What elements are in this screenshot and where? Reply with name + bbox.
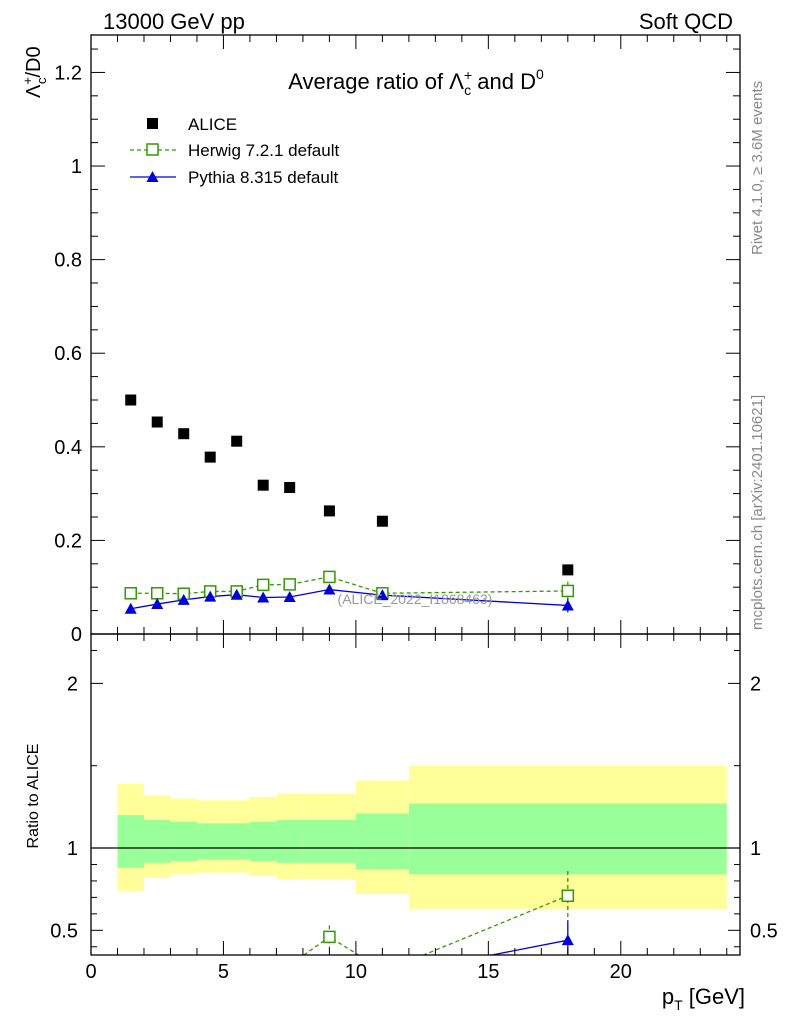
ratio-pythia-line	[488, 939, 568, 955]
legend: ALICE Herwig 7.2.1 default Pythia 8.315 …	[130, 115, 339, 187]
mcplots-side-label: mcplots.cern.ch [arXiv:2401.10621]	[749, 395, 766, 630]
plot-title-prefix: Average ratio of	[288, 69, 449, 94]
main-herwig-point	[150, 587, 164, 600]
x-label-p: p	[662, 984, 674, 1009]
legend-herwig-marker	[146, 143, 159, 156]
main-alice-point	[257, 479, 269, 491]
legend-alice-label: ALICE	[188, 115, 237, 134]
main-frame	[90, 34, 741, 635]
main-panel: 0 0.2 0.4 0.6 0.8 1 1.2	[54, 34, 741, 646]
main-alice-point	[204, 451, 216, 463]
main-pythia-point	[204, 590, 217, 602]
plot-title-d-sup: 0	[536, 66, 544, 82]
x-tick-label: 20	[610, 961, 632, 983]
x-tick-label: 5	[218, 961, 229, 983]
legend-alice-marker	[147, 118, 158, 129]
ratio-band-inner	[170, 821, 197, 862]
ratio-y-tick-label-right: 2	[750, 673, 761, 695]
x-label-sub: T	[674, 997, 683, 1013]
x-label-rest: [GeV]	[683, 984, 745, 1009]
main-y-tick-label: 0.4	[54, 437, 82, 459]
x-axis-label: pT [GeV]	[662, 984, 745, 1013]
main-alice-point	[231, 435, 243, 447]
ratio-band-inner	[117, 815, 144, 868]
rivet-side-label: Rivet 4.1.0, ≥ 3.6M events	[749, 81, 766, 255]
main-y-label-sub: c	[34, 77, 49, 84]
main-pythia-point	[257, 591, 270, 603]
x-tick-label: 0	[85, 961, 96, 983]
main-y-axis-label: Λ+c/D0	[20, 46, 49, 98]
ratio-band-inner	[196, 823, 224, 860]
x-tick-label: 10	[345, 961, 367, 983]
main-pythia-point	[230, 588, 243, 600]
ratio-y-tick-label-right: 0.5	[750, 920, 778, 942]
ratio-band-inner	[249, 821, 277, 862]
ratio-band-inner	[276, 820, 303, 863]
ratio-herwig-point	[323, 930, 336, 944]
main-pythia-point	[376, 589, 389, 601]
main-pythia-line	[130, 588, 568, 610]
plot-title: Average ratio of Λ+ c and D0	[288, 66, 544, 98]
header-energy-label: 13000 GeV pp	[103, 9, 245, 34]
ratio-herwig-point	[561, 889, 575, 902]
main-y-tick-label: 1.2	[54, 62, 82, 84]
main-herwig-line	[130, 576, 568, 595]
main-y-tick-label: 0.8	[54, 250, 82, 272]
legend-herwig-label: Herwig 7.2.1 default	[188, 141, 339, 160]
main-pythia-point	[561, 599, 574, 611]
main-y-label-lambda: Λ	[23, 84, 45, 98]
plot-title-lambda-sub: c	[464, 82, 471, 98]
main-pythia-point	[283, 591, 296, 603]
main-pythia-point	[151, 598, 164, 610]
ratio-y-tick-label: 2	[67, 673, 78, 695]
main-pythia-point	[177, 593, 190, 605]
main-herwig-point	[323, 570, 336, 584]
ratio-plot-area	[91, 765, 740, 955]
main-y-label-sup: +	[20, 77, 35, 85]
main-y-tick-label: 0.6	[54, 343, 82, 365]
main-alice-point	[178, 428, 190, 440]
main-herwig-point	[256, 578, 270, 592]
ratio-y-tick-label: 0.5	[50, 920, 78, 942]
header-category-label: Soft QCD	[639, 9, 733, 34]
main-y-tick-label: 0	[71, 624, 82, 646]
x-tick-label: 15	[477, 961, 499, 983]
legend-pythia-label: Pythia 8.315 default	[188, 168, 339, 187]
ratio-band-inner	[355, 813, 409, 870]
main-herwig-point	[124, 587, 137, 600]
main-alice-point	[151, 416, 163, 428]
main-alice-point	[562, 564, 574, 576]
ratio-panel: 0.5 0.51 12 20 5 10 15 20	[50, 633, 778, 983]
main-alice-point	[284, 482, 296, 494]
main-herwig-point	[561, 584, 575, 598]
main-pythia-point	[323, 583, 336, 595]
main-y-tick-label: 1	[71, 156, 82, 178]
plot-title-lambda: Λ	[449, 69, 464, 94]
main-y-tick-label: 0.2	[54, 530, 82, 552]
ratio-y-tick-label-right: 1	[750, 838, 761, 860]
ratio-band-inner	[302, 820, 356, 863]
main-herwig-point	[283, 578, 296, 591]
ratio-herwig-line	[421, 895, 569, 955]
ratio-band-inner	[143, 820, 171, 863]
plot-title-and: and D	[471, 69, 536, 94]
main-alice-point	[323, 505, 335, 517]
legend-pythia-marker	[146, 171, 159, 182]
ratio-band-inner	[223, 823, 250, 860]
main-alice-point	[376, 515, 388, 527]
main-pythia-point	[124, 602, 137, 614]
analysis-watermark: (ALICE_2022_I1868463)	[338, 591, 493, 607]
main-y-label-rest: /D0	[23, 46, 45, 77]
ratio-band-inner	[408, 803, 727, 875]
plot-title-lambda-sup: +	[464, 67, 472, 83]
ratio-y-axis-label: Ratio to ALICE	[25, 744, 42, 849]
main-alice-point	[125, 394, 137, 406]
ratio-pythia-point	[561, 934, 574, 946]
ratio-y-tick-label: 1	[67, 838, 78, 860]
